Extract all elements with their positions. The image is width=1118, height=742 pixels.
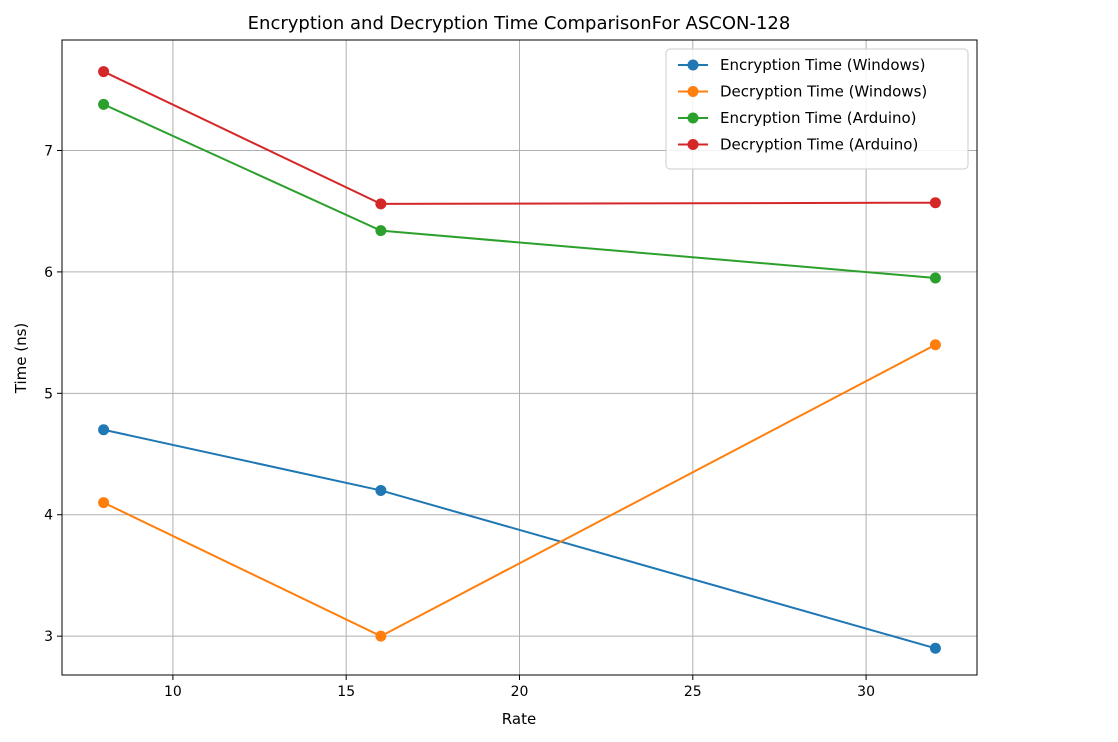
data-point bbox=[375, 484, 387, 496]
data-point bbox=[98, 98, 110, 110]
legend-item: Decryption Time (Arduino) bbox=[678, 136, 918, 154]
series-2 bbox=[98, 339, 941, 642]
legend-label: Decryption Time (Windows) bbox=[720, 83, 927, 101]
data-point bbox=[929, 272, 941, 284]
axis-ticks: 10 15 20 25 30 3 4 5 6 7 bbox=[44, 143, 875, 700]
legend-item: Encryption Time (Windows) bbox=[678, 56, 925, 74]
x-tick-label: 10 bbox=[164, 684, 182, 700]
y-tick-label: 3 bbox=[44, 629, 53, 645]
legend-label: Encryption Time (Windows) bbox=[720, 56, 925, 74]
data-point bbox=[98, 66, 110, 78]
legend-item: Decryption Time (Windows) bbox=[678, 83, 927, 101]
data-point bbox=[929, 642, 941, 654]
chart-title: Encryption and Decryption Time Compariso… bbox=[248, 13, 791, 34]
series-3 bbox=[98, 98, 941, 284]
data-point bbox=[375, 225, 387, 237]
data-point bbox=[375, 198, 387, 210]
series-1 bbox=[98, 424, 941, 654]
series-layer bbox=[98, 66, 941, 654]
legend-box bbox=[665, 48, 969, 170]
series-4 bbox=[98, 66, 941, 210]
y-tick-label: 6 bbox=[44, 265, 53, 281]
legend-label: Decryption Time (Arduino) bbox=[720, 136, 918, 154]
data-point bbox=[929, 339, 941, 351]
legend-item: Encryption Time (Arduino) bbox=[678, 109, 917, 127]
data-point bbox=[929, 197, 941, 209]
x-axis-label: Rate bbox=[502, 710, 536, 728]
y-tick-label: 7 bbox=[44, 143, 53, 159]
y-axis-label: Time (ns) bbox=[12, 323, 30, 395]
legend-swatch-marker bbox=[687, 86, 699, 97]
data-point bbox=[98, 424, 110, 436]
data-point bbox=[375, 630, 387, 642]
legend-swatch-marker bbox=[687, 59, 699, 71]
x-tick-label: 15 bbox=[337, 684, 355, 700]
legend: Encryption Time (Windows) Decryption Time… bbox=[665, 48, 969, 170]
legend-swatch-marker bbox=[687, 112, 699, 124]
x-tick-label: 30 bbox=[857, 684, 875, 700]
y-tick-label: 4 bbox=[44, 508, 53, 524]
x-tick-label: 20 bbox=[511, 684, 529, 700]
y-tick-label: 5 bbox=[44, 386, 53, 402]
legend-swatch-marker bbox=[687, 139, 699, 150]
data-point bbox=[98, 497, 110, 509]
x-tick-label: 25 bbox=[684, 684, 702, 700]
legend-label: Encryption Time (Arduino) bbox=[720, 109, 917, 127]
